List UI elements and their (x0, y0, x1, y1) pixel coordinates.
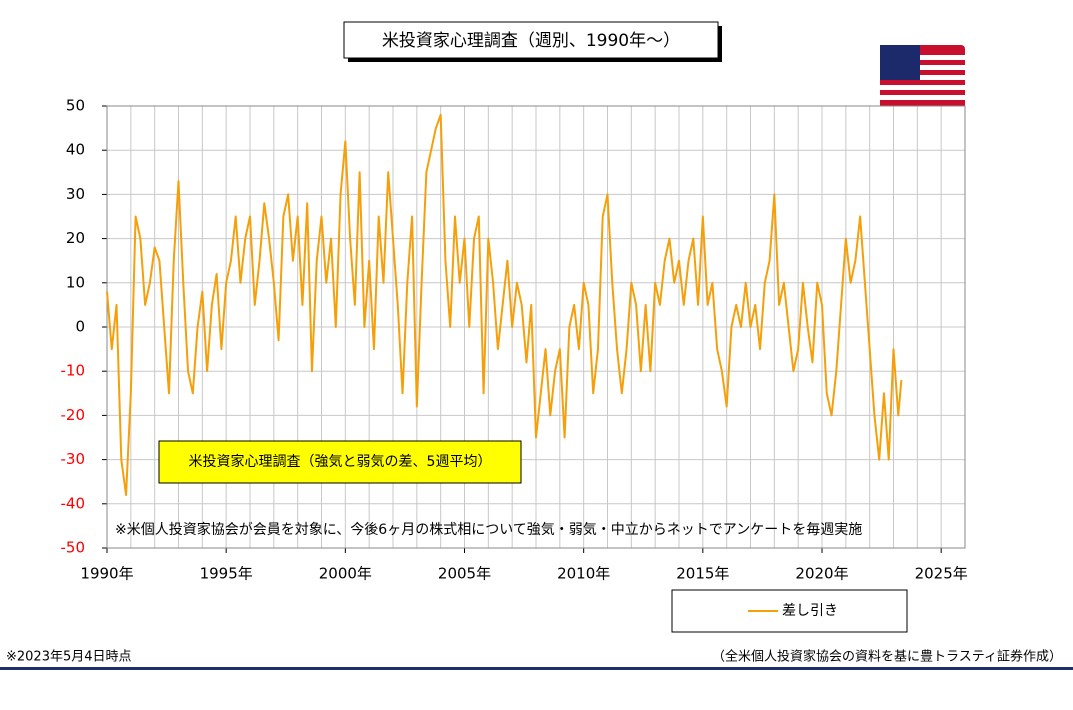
y-tick-label: -40 (61, 494, 86, 512)
x-tick-label: 2010年 (557, 565, 610, 583)
y-tick-label: 20 (66, 229, 85, 247)
annotation-box (158, 440, 522, 484)
y-tick-label: 0 (75, 318, 85, 336)
legend-box (671, 589, 908, 633)
y-tick-label: -20 (61, 406, 86, 424)
x-tick-label: 2025年 (915, 565, 968, 583)
note: ※米個人投資家協会が会員を対象に、今後6ヶ月の株式相について強気・弱気・中立から… (115, 521, 862, 538)
plot-border (106, 105, 966, 549)
footnote-left: ※2023年5月4日時点 (6, 650, 132, 665)
y-tick-label: 40 (66, 141, 85, 159)
y-tick-label: 50 (66, 97, 85, 115)
y-tick-label: -50 (61, 539, 86, 557)
chart-title: 米投資家心理調査（週別、1990年～） (382, 31, 680, 51)
x-tick-label: 2000年 (319, 565, 372, 583)
y-tick-label: 30 (66, 185, 85, 203)
x-tick-label: 2005年 (438, 565, 491, 583)
footnote-right: （全米個人投資家協会の資料を基に豊トラスティ証券作成） (712, 649, 1062, 665)
x-tick-label: 2020年 (795, 565, 848, 583)
x-tick-label: 2015年 (676, 565, 729, 583)
x-tick-label: 1995年 (200, 565, 253, 583)
annotation: 米投資家心理調査（強気と弱気の差、5週平均） (189, 453, 492, 470)
y-tick-label: 10 (66, 273, 85, 291)
footer-rule (0, 667, 1073, 670)
y-tick-label: -10 (61, 362, 86, 380)
series-line (106, 113, 903, 496)
x-tick-label: 1990年 (80, 565, 133, 583)
legend-label: 差し引き (782, 603, 838, 619)
y-tick-label: -30 (61, 450, 86, 468)
title-box (343, 21, 719, 59)
